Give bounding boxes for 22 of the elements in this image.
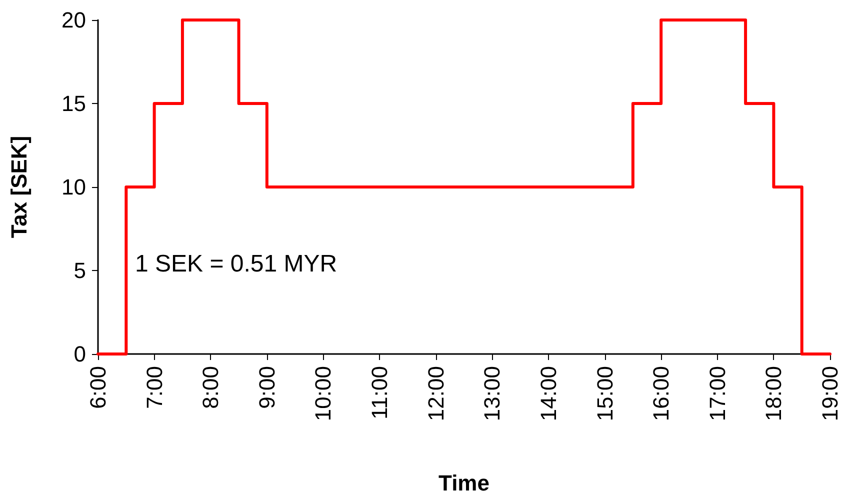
x-tick-label: 6:00	[86, 366, 110, 409]
x-tick-label: 17:00	[704, 366, 730, 422]
x-tick-label: 13:00	[480, 366, 505, 422]
x-tick-label: 16:00	[648, 366, 674, 422]
y-tick-label: 5	[74, 258, 86, 283]
x-tick-label: 11:00	[367, 366, 392, 420]
x-tick-label: 7:00	[142, 366, 167, 409]
y-tick-label: 15	[62, 91, 86, 116]
x-tick-label: 10:00	[310, 366, 336, 422]
y-axis-title: Tax [SEK]	[6, 136, 32, 238]
y-tick-label: 10	[62, 174, 86, 200]
x-tick-label: 19:00	[818, 366, 842, 422]
x-tick-label: 8:00	[198, 366, 224, 409]
x-tick-label: 9:00	[254, 366, 280, 409]
y-tick-label: 20	[62, 8, 86, 32]
x-axis-title: Time	[438, 470, 490, 496]
annotation: 1 SEK = 0.51 MYR	[135, 250, 338, 278]
x-tick-label: 12:00	[423, 366, 448, 422]
x-tick-label: 15:00	[592, 366, 618, 422]
x-tick-label: 18:00	[761, 366, 786, 422]
x-tick-label: 14:00	[536, 366, 561, 422]
y-tick-label: 0	[74, 342, 86, 366]
